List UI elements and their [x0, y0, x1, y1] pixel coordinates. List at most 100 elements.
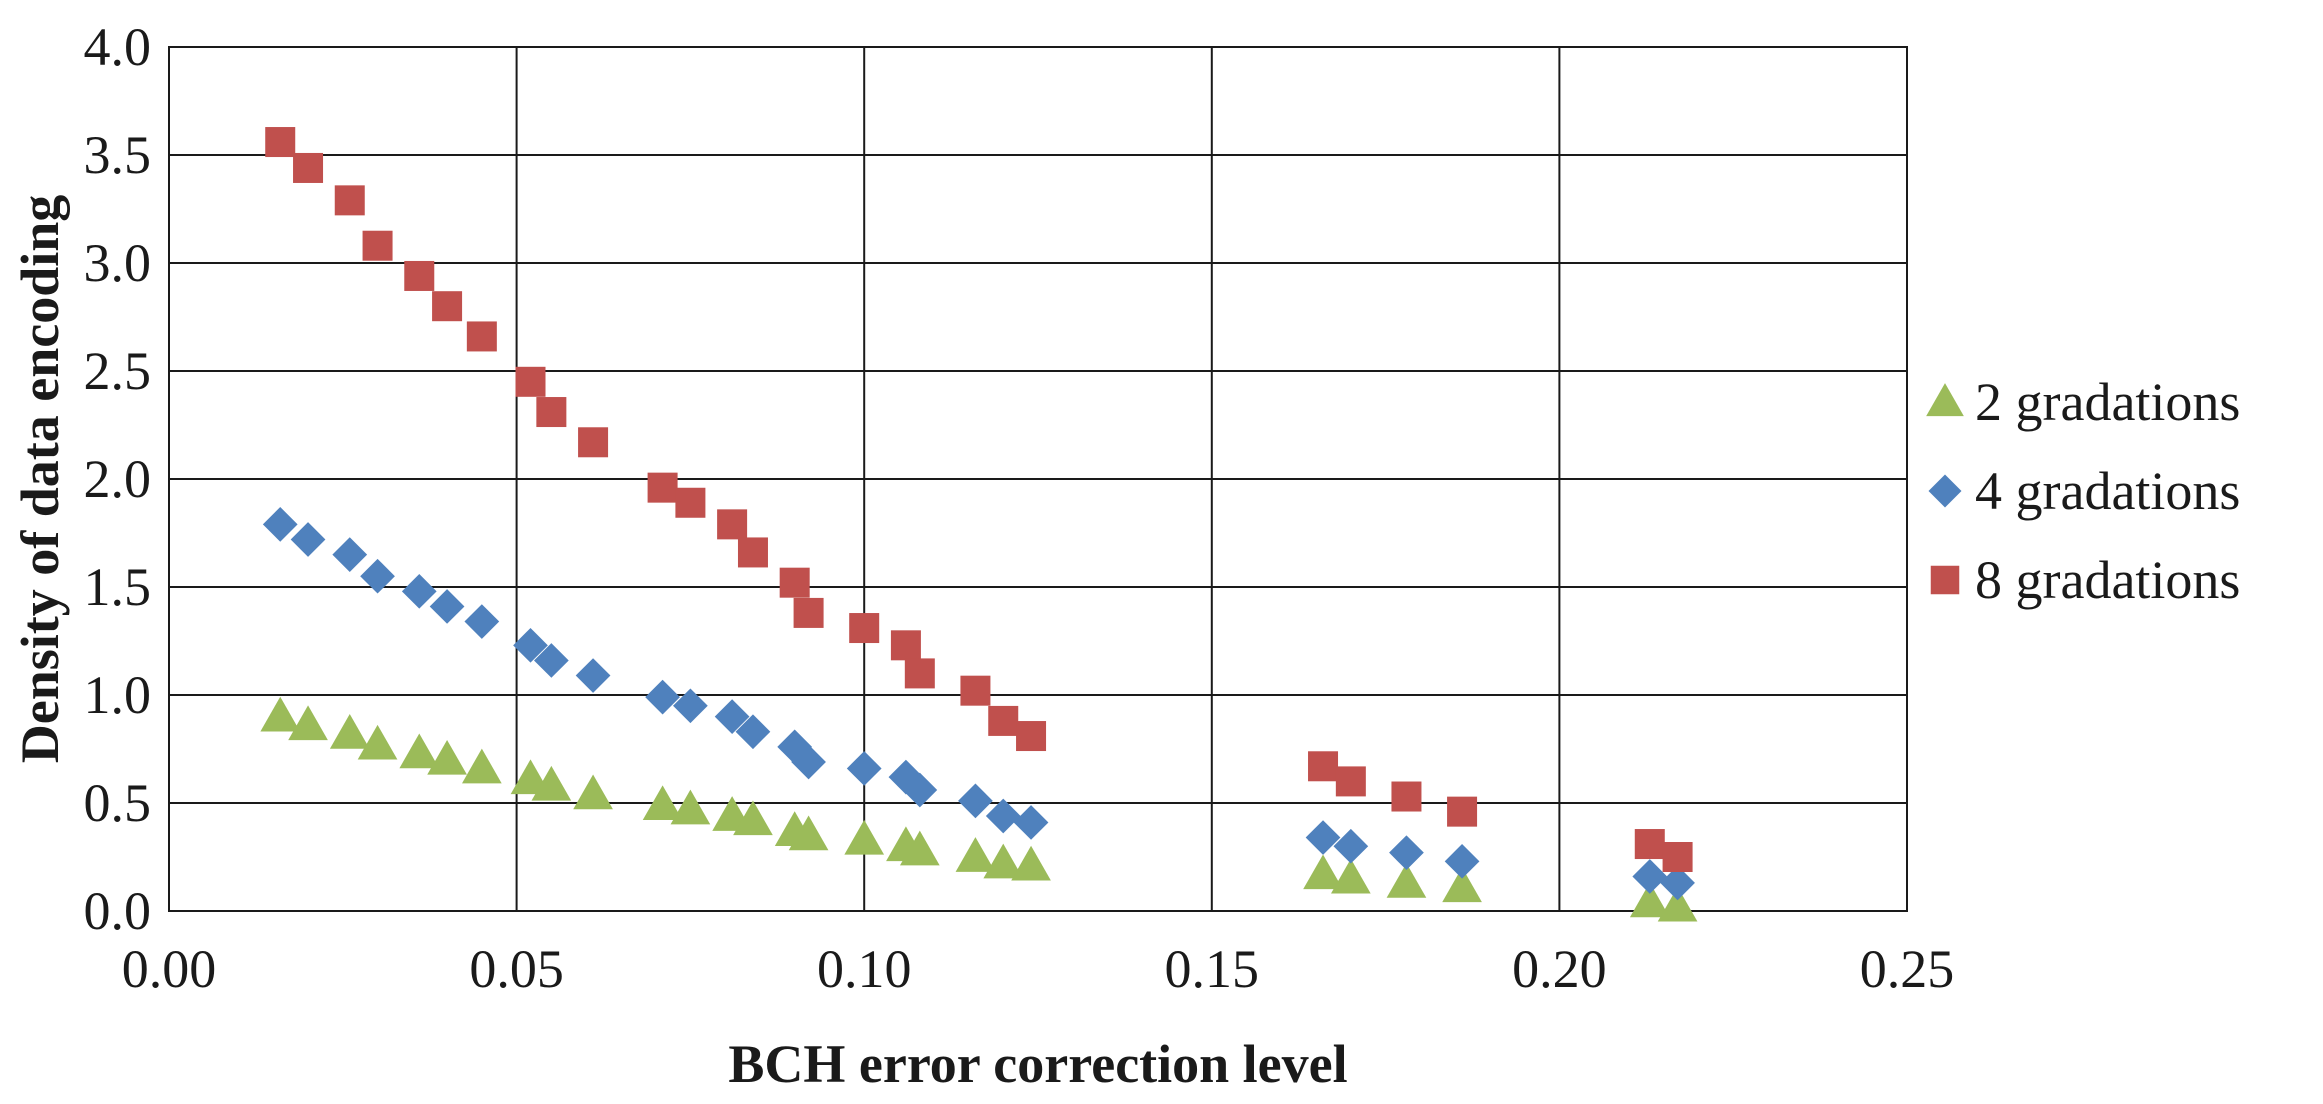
- data-point: [1331, 858, 1371, 894]
- series-2-gradations: [260, 696, 1698, 922]
- data-point: [466, 321, 497, 352]
- data-point: [578, 427, 609, 458]
- data-point: [432, 291, 463, 322]
- data-point: [647, 472, 678, 503]
- data-point: [791, 744, 826, 780]
- data-point: [793, 597, 824, 628]
- data-point: [531, 765, 572, 801]
- legend-marker: [1930, 565, 1960, 595]
- data-points: [260, 127, 1698, 922]
- data-point: [1632, 859, 1668, 894]
- data-point: [265, 127, 296, 158]
- data-point: [1660, 865, 1695, 901]
- y-tick-label: 1.5: [84, 557, 152, 617]
- y-tick-label: 3.5: [84, 125, 152, 185]
- series-8-gradations: [265, 127, 1693, 872]
- x-axis-title: BCH error correction level: [728, 1034, 1347, 1094]
- data-point: [788, 815, 829, 851]
- data-point: [846, 751, 882, 786]
- y-tick-label: 0.5: [84, 773, 152, 833]
- data-point: [1662, 842, 1693, 872]
- data-point: [1016, 721, 1047, 752]
- x-tick-label: 0.20: [1512, 939, 1607, 999]
- axes: 0.0 0.5 1.0 1.5 2.0 2.5 3.0 3.5 4.0 0.00 0.05 0.10 0…: [84, 17, 1955, 999]
- data-point: [1011, 845, 1051, 881]
- data-point: [360, 558, 395, 594]
- data-point: [464, 604, 500, 639]
- data-point: [513, 627, 548, 663]
- data-point: [1386, 863, 1427, 898]
- data-point: [1444, 843, 1480, 879]
- data-point: [714, 699, 750, 734]
- data-point: [955, 837, 996, 872]
- data-point: [717, 509, 748, 540]
- data-point: [1634, 829, 1665, 860]
- data-point: [904, 658, 935, 689]
- data-point: [1442, 867, 1482, 903]
- data-point: [1013, 805, 1049, 840]
- legend-marker: [1926, 383, 1964, 417]
- series-4-gradations: [262, 507, 1695, 901]
- data-point: [293, 152, 324, 183]
- data-point: [902, 772, 938, 808]
- data-point: [1389, 835, 1424, 871]
- data-point: [735, 714, 771, 750]
- data-point: [983, 843, 1024, 879]
- data-point: [462, 748, 502, 784]
- data-point: [288, 705, 328, 741]
- data-point: [429, 589, 465, 624]
- data-point: [675, 487, 706, 518]
- data-point: [890, 630, 921, 661]
- data-point: [985, 798, 1021, 834]
- data-point: [357, 724, 398, 760]
- x-tick-label: 0.15: [1165, 939, 1260, 999]
- y-tick-label: 3.0: [84, 233, 152, 293]
- data-point: [645, 679, 680, 715]
- y-tick-label: 2.5: [84, 341, 152, 401]
- data-point: [401, 573, 437, 609]
- data-point: [960, 675, 991, 706]
- data-point: [1391, 781, 1422, 812]
- data-point: [849, 613, 880, 644]
- data-point: [958, 783, 993, 819]
- plot-area-border: [168, 46, 1908, 912]
- x-tick-label: 0.25: [1860, 939, 1955, 999]
- data-point: [536, 397, 567, 428]
- data-point: [573, 774, 613, 810]
- data-point: [1333, 828, 1369, 864]
- legend: 2 gradations 4 gradations 8 gradations: [1926, 372, 2240, 610]
- legend-label: 4 gradations: [1975, 461, 2240, 521]
- data-point: [670, 789, 711, 825]
- data-point: [427, 739, 467, 775]
- y-tick-label: 0.0: [84, 881, 152, 941]
- data-point: [733, 800, 773, 836]
- data-point: [899, 830, 940, 866]
- legend-item: 8 gradations: [1930, 550, 2240, 610]
- x-tick-label: 0.10: [817, 939, 912, 999]
- data-point: [404, 260, 435, 291]
- data-point: [362, 230, 393, 261]
- data-point: [642, 785, 683, 821]
- data-point: [290, 522, 326, 557]
- data-point: [844, 819, 885, 855]
- data-point: [1308, 751, 1339, 782]
- legend-label: 8 gradations: [1975, 550, 2240, 610]
- x-tick-label: 0.05: [469, 939, 564, 999]
- data-point: [262, 507, 298, 542]
- data-point: [1629, 882, 1670, 918]
- data-point: [334, 185, 365, 216]
- data-point: [260, 696, 301, 732]
- grid: [168, 46, 1908, 912]
- y-axis-title: Density of data encoding: [10, 195, 70, 764]
- data-point: [1657, 886, 1698, 922]
- data-point: [1447, 796, 1478, 827]
- data-point: [534, 643, 569, 678]
- data-point: [1305, 820, 1341, 855]
- data-point: [673, 688, 708, 724]
- data-point: [332, 537, 368, 572]
- x-tick-label: 0.00: [122, 939, 217, 999]
- y-tick-label: 2.0: [84, 449, 152, 509]
- data-point: [1303, 854, 1343, 890]
